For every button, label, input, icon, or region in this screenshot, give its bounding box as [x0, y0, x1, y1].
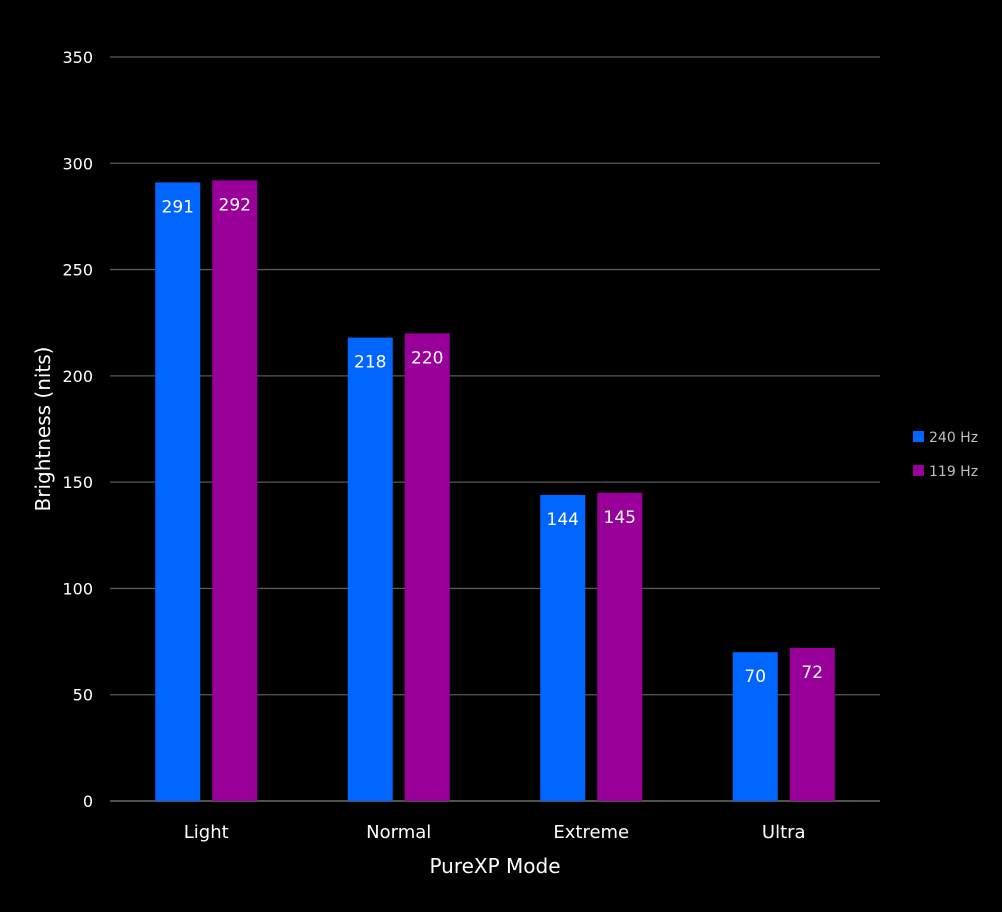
data-label: 218	[354, 353, 386, 373]
bar	[597, 492, 643, 801]
y-tick-label: 100	[62, 579, 93, 598]
bar	[155, 182, 201, 802]
y-tick-label: 200	[62, 367, 93, 386]
x-axis-label: PureXP Mode	[429, 854, 560, 878]
x-tick-label: Ultra	[762, 822, 806, 843]
bar	[404, 333, 450, 801]
y-tick-label: 250	[62, 261, 93, 280]
bar	[789, 647, 835, 801]
legend-swatch	[913, 431, 924, 442]
data-label: 292	[219, 195, 251, 215]
x-axis-ticks: Light Normal Extreme Ultra	[184, 822, 806, 843]
y-tick-label: 350	[62, 48, 93, 67]
x-tick-label: Extreme	[553, 822, 629, 843]
x-tick-label: Light	[184, 822, 229, 843]
legend-label: 119 Hz	[929, 464, 978, 480]
bar	[212, 180, 258, 801]
legend-swatch	[913, 465, 924, 476]
y-tick-label: 0	[83, 792, 93, 811]
y-tick-label: 150	[62, 473, 93, 492]
y-tick-label: 50	[73, 686, 93, 705]
data-label: 144	[547, 510, 579, 530]
data-label: 72	[801, 663, 823, 683]
legend: 240 Hz 119 Hz	[913, 430, 978, 480]
bar	[732, 652, 778, 801]
x-tick-label: Normal	[366, 822, 431, 843]
bars: 291 292 218 220 144 145 70 72	[155, 180, 835, 802]
y-axis-ticks: 0 50 100 150 200 250 300 350	[62, 48, 93, 811]
legend-label: 240 Hz	[929, 430, 978, 446]
y-tick-label: 300	[62, 154, 93, 173]
y-axis-label: Brightness (nits)	[31, 347, 55, 512]
bar	[540, 494, 586, 801]
data-label: 220	[411, 348, 443, 368]
data-label: 291	[162, 197, 194, 217]
bar	[347, 337, 393, 801]
data-label: 145	[604, 508, 636, 528]
data-label: 70	[744, 667, 766, 687]
